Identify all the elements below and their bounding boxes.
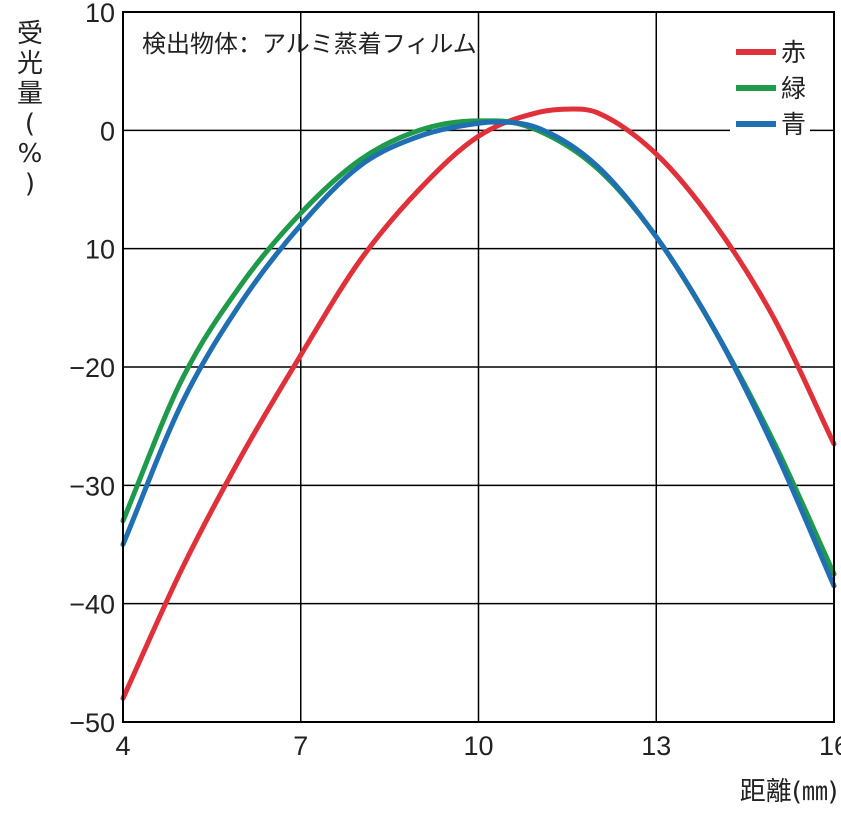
series-line-3 [120,119,837,589]
y-tick-label: −20 [69,353,115,383]
y-tick-labels: 10 0 10 −20 −30 −40 −50 [69,0,115,738]
chart-annotation: 検出物体：アルミ蒸着フィルム [142,30,477,58]
y-tick-label: −30 [69,471,115,501]
legend-label: 青 [781,110,806,139]
y-tick-label: 10 [85,0,115,28]
x-tick-labels: 4 7 10 13 16 [115,731,841,761]
x-tick-label: 7 [293,731,308,761]
y-tick-label: −40 [69,590,115,620]
x-tick-label: 16 [819,731,841,761]
series-layer [120,106,837,701]
x-tick-label: 10 [463,731,493,761]
y-tick-label: 0 [100,116,115,146]
x-tick-label: 4 [115,731,130,761]
plot-frame [122,11,835,723]
x-tick-label: 13 [641,731,671,761]
y-axis-label: 受光量(%) [17,19,43,199]
series-line-1 [120,106,837,701]
legend-label: 緑 [781,74,806,103]
legend: 赤緑青 [730,32,810,144]
legend-label: 赤 [781,38,806,67]
x-axis-label: 距離(㎜) [740,777,838,807]
y-tick-label: 10 [85,235,115,265]
y-tick-label: −50 [69,708,115,738]
